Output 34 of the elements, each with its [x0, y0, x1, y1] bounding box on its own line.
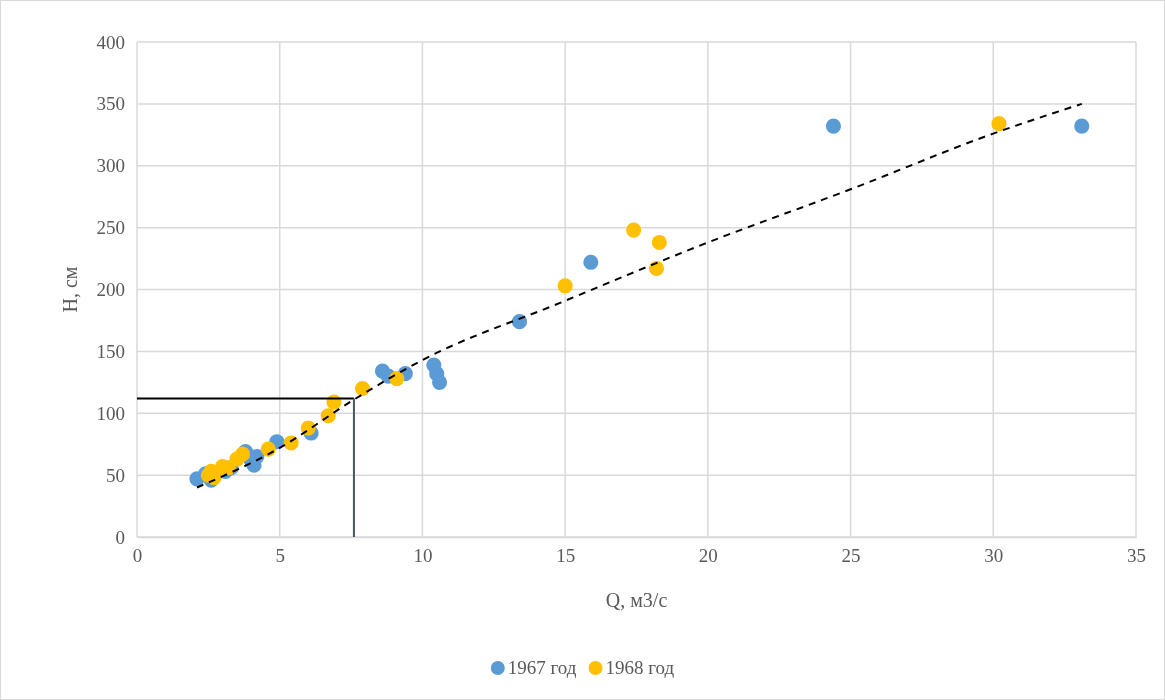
y-tick-label: 250 — [96, 217, 125, 239]
y-tick-label: 400 — [96, 31, 125, 53]
point — [431, 374, 448, 390]
point — [626, 222, 642, 238]
point — [354, 380, 371, 397]
legend-label: 1967 год — [507, 657, 577, 678]
y-tick-label: 350 — [96, 93, 125, 115]
point — [511, 314, 528, 330]
point — [825, 118, 842, 134]
x-tick-label: 35 — [1127, 545, 1146, 567]
point — [583, 254, 599, 270]
point — [1074, 118, 1090, 134]
point — [648, 260, 665, 277]
point — [389, 371, 405, 387]
x-tick-label: 20 — [698, 545, 718, 567]
y-tick-label: 0 — [115, 526, 125, 548]
point — [260, 441, 276, 457]
x-tick-label: 5 — [275, 545, 285, 567]
y-tick-label: 100 — [96, 402, 125, 424]
point — [651, 234, 667, 251]
y-tick-label: 200 — [96, 279, 125, 301]
legend-label: 1968 год — [605, 657, 675, 678]
point — [991, 116, 1007, 132]
x-tick-label: 0 — [132, 545, 143, 567]
x-axis-title: Q, м3/с — [605, 589, 668, 611]
x-tick-label: 30 — [984, 545, 1004, 567]
y-axis-title: H, см — [59, 266, 81, 313]
x-tick-label: 25 — [841, 545, 861, 567]
y-tick-label: 50 — [106, 464, 125, 486]
x-tick-label: 10 — [413, 545, 433, 567]
point — [557, 278, 573, 294]
y-tick-label: 150 — [96, 340, 125, 362]
y-tick-label: 300 — [96, 155, 125, 177]
x-tick-label: 15 — [556, 545, 576, 567]
